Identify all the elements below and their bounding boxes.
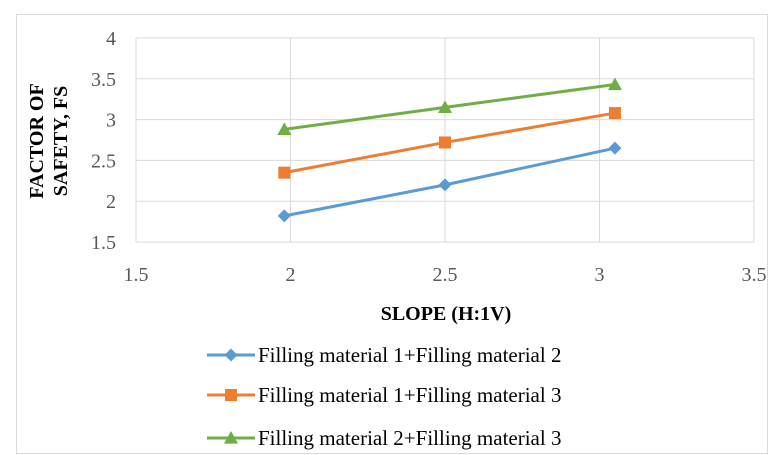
x-tick-label: 2.5 xyxy=(433,264,458,286)
legend-item-3: Filling material 2+Filling material 3 xyxy=(207,426,561,450)
y-tick-label: 3 xyxy=(106,110,116,132)
grid-lines xyxy=(135,37,755,243)
legend: Filling material 1+Filling material 2 Fil… xyxy=(207,343,561,450)
y-axis-title-line-1: FACTOR OF xyxy=(26,83,48,198)
series-2-point xyxy=(439,136,451,149)
y-tick-label: 2 xyxy=(106,191,116,213)
series-1-line xyxy=(284,146,616,218)
series-3-point xyxy=(277,122,292,135)
x-tick-label: 1.5 xyxy=(124,264,149,286)
series-1-point xyxy=(277,209,291,223)
x-axis-title: SLOPE (H:1V) xyxy=(381,303,512,325)
legend-item-1: Filling material 1+Filling material 2 xyxy=(207,343,561,367)
x-axis-tick-labels: 1.5 2 2.5 3 3.5 xyxy=(124,264,767,286)
series-3 xyxy=(277,77,622,135)
series-1 xyxy=(277,141,622,223)
series-3-point xyxy=(438,100,452,113)
x-tick-label: 3 xyxy=(595,264,605,286)
series-1-point xyxy=(438,178,452,192)
legend-label-1: Filling material 1+Filling material 2 xyxy=(258,343,561,367)
legend-item-2: Filling material 1+Filling material 3 xyxy=(207,383,561,407)
legend-label-2: Filling material 1+Filling material 3 xyxy=(258,383,561,407)
y-tick-label: 4 xyxy=(106,28,116,50)
legend-marker-3 xyxy=(224,431,238,444)
legend-marker-2 xyxy=(225,389,237,401)
series-1-point xyxy=(608,141,622,155)
y-tick-label: 1.5 xyxy=(91,232,116,254)
y-tick-label: 3.5 xyxy=(91,69,116,91)
series-2-point xyxy=(608,107,621,120)
x-tick-label: 2 xyxy=(286,264,296,286)
y-axis-tick-labels: 1.5 2 2.5 3 3.5 4 xyxy=(91,28,116,254)
series-3-point xyxy=(607,77,622,91)
series-lines xyxy=(277,77,622,223)
x-tick-label: 3.5 xyxy=(742,264,767,286)
legend-marker-1 xyxy=(224,348,238,362)
chart-frame xyxy=(16,14,768,454)
legend-label-3: Filling material 2+Filling material 3 xyxy=(258,426,561,450)
series-2-point xyxy=(278,166,291,179)
series-2 xyxy=(278,107,621,179)
y-tick-label: 2.5 xyxy=(91,150,116,172)
y-axis-title-line-2: SAFETY, FS xyxy=(50,86,72,196)
